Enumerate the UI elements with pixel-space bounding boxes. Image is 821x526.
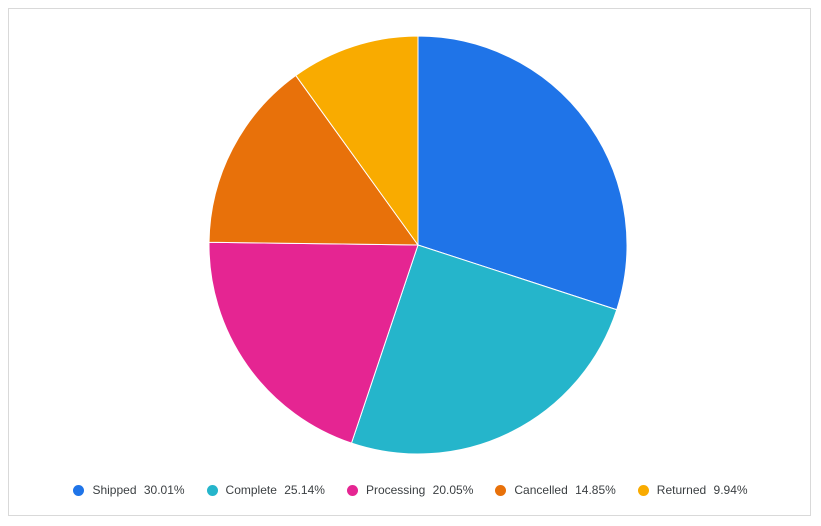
- pie-slice-shipped[interactable]: [417, 35, 628, 311]
- legend: Shipped 30.01% Complete 25.14% Processin…: [9, 483, 812, 497]
- legend-label-complete: Complete: [225, 483, 277, 497]
- pie-slices: [208, 35, 628, 455]
- legend-value-cancelled: 14.85%: [575, 483, 616, 497]
- legend-value-processing: 20.05%: [432, 483, 474, 497]
- legend-label-shipped: Shipped: [92, 483, 137, 497]
- pie-slice-processing[interactable]: [208, 241, 419, 444]
- legend-item-complete[interactable]: Complete 25.14%: [206, 483, 325, 497]
- legend-label-cancelled: Cancelled: [514, 483, 568, 497]
- legend-item-cancelled[interactable]: Cancelled 14.85%: [495, 483, 616, 497]
- legend-swatch-shipped: [73, 484, 85, 496]
- legend-value-complete: 25.14%: [284, 483, 325, 497]
- legend-swatch-returned: [637, 484, 649, 496]
- legend-item-processing[interactable]: Processing 20.05%: [346, 483, 474, 497]
- pie-slice-complete[interactable]: [350, 244, 618, 455]
- pie-slice-returned[interactable]: [295, 35, 419, 247]
- legend-value-returned: 9.94%: [713, 483, 748, 497]
- legend-swatch-complete: [206, 484, 218, 496]
- legend-label-returned: Returned: [656, 483, 707, 497]
- legend-swatch-processing: [346, 484, 358, 496]
- chart-card: Shipped 30.01% Complete 25.14% Processin…: [8, 8, 811, 516]
- legend-swatch-cancelled: [495, 484, 507, 496]
- legend-label-processing: Processing: [365, 483, 426, 497]
- legend-item-returned[interactable]: Returned 9.94%: [637, 483, 748, 497]
- legend-value-shipped: 30.01%: [143, 483, 185, 497]
- pie-chart: [208, 35, 628, 455]
- pie-slice-cancelled[interactable]: [208, 74, 419, 246]
- legend-item-shipped[interactable]: Shipped 30.01%: [73, 483, 185, 497]
